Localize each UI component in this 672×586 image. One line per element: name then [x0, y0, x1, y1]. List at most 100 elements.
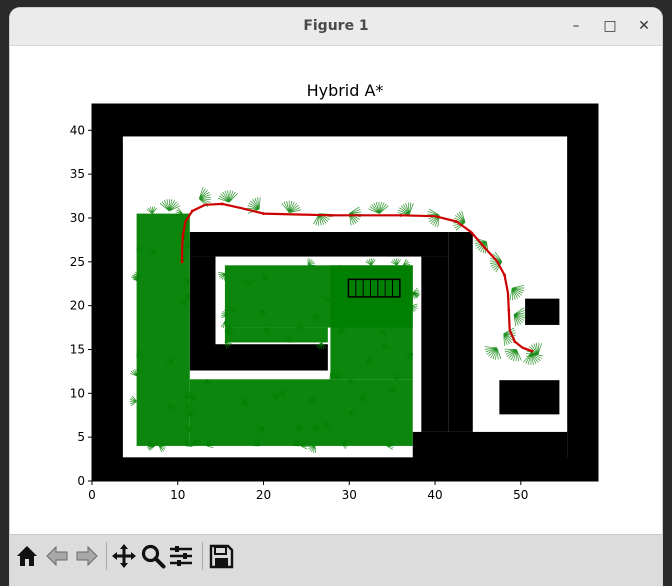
path-waypoint	[180, 260, 184, 264]
explored-node-fan	[336, 327, 347, 335]
y-tick-label: 5	[77, 430, 85, 444]
home-button[interactable]	[13, 542, 41, 570]
explored-node-fan	[383, 272, 394, 280]
explored-node-fan	[175, 207, 183, 219]
path-waypoint	[455, 220, 458, 223]
explored-node-fan	[147, 248, 158, 257]
explored-node-fan	[185, 438, 193, 447]
explored-node-fan	[218, 272, 226, 281]
path-waypoint	[507, 308, 511, 312]
configure-subplots-button[interactable]	[167, 542, 195, 570]
explored-node-fan	[242, 278, 254, 287]
explored-node-fan	[323, 420, 331, 430]
explored-node-fan	[271, 393, 279, 402]
explored-node-fan	[333, 372, 344, 380]
pan-icon	[112, 544, 136, 568]
y-tick-label: 20	[70, 299, 85, 313]
path-waypoint	[483, 246, 487, 250]
configure-icon	[170, 546, 192, 566]
explored-node-fan	[178, 299, 188, 308]
explored-node-fan	[252, 438, 261, 447]
explored-node-fan	[293, 424, 305, 433]
explored-node-fan	[241, 397, 250, 406]
toolbar-separator	[106, 542, 107, 570]
minimize-button[interactable]: –	[572, 18, 580, 34]
explored-node-fan	[183, 424, 194, 433]
save-button[interactable]	[207, 542, 235, 570]
explored-node-fan	[182, 402, 192, 410]
explored-node-fan	[182, 240, 191, 249]
close-button[interactable]: ✕	[638, 18, 650, 34]
explored-node-fan	[188, 392, 196, 404]
obstacle-block	[189, 256, 216, 371]
x-tick-label: 50	[513, 488, 528, 502]
maximize-button[interactable]: □	[603, 18, 617, 34]
toolbar-separator	[202, 542, 203, 570]
forward-button[interactable]	[73, 542, 101, 570]
figure-canvas[interactable]: Hybrid A* 0 10 20 30 40 50 0 5 10 15 20 25 30 35 40	[10, 46, 662, 542]
x-tick-label: 10	[170, 488, 185, 502]
explored-node-fan	[348, 408, 357, 419]
chart-title: Hybrid A*	[307, 81, 384, 100]
back-arrow-icon	[46, 545, 68, 567]
explored-node-fan	[220, 320, 232, 329]
explored-node-fan	[382, 341, 390, 350]
explored-node-fan	[146, 206, 157, 214]
explored-node-fan	[315, 342, 327, 350]
title-bar[interactable]: Figure 1 – □ ✕	[10, 8, 662, 46]
explored-node-fan	[504, 348, 522, 362]
explored-node-fan	[307, 395, 315, 404]
obstacle-block	[421, 256, 449, 432]
pan-button[interactable]	[110, 542, 138, 570]
zoom-button[interactable]	[139, 542, 167, 570]
explored-node-fan	[296, 321, 305, 332]
explored-node-fan	[359, 392, 367, 404]
explored-node-fan	[312, 313, 320, 324]
explored-node-fan	[347, 378, 357, 387]
explored-node-fan	[147, 440, 156, 451]
explored-node-fan	[198, 187, 212, 208]
explored-node-fan	[291, 438, 300, 447]
explored-node-fan	[136, 349, 144, 359]
explored-node-fan	[387, 385, 396, 393]
explored-node-fan	[409, 291, 420, 300]
explored-node-fan	[281, 200, 301, 214]
zoom-icon	[141, 544, 166, 569]
explored-node-fan	[206, 439, 214, 449]
explored-node-fan	[397, 202, 414, 216]
explored-region	[136, 213, 190, 446]
explored-node-fan	[362, 300, 370, 310]
explored-node-fan	[166, 356, 174, 366]
obstacle-block	[499, 380, 560, 415]
explored-node-fan	[365, 258, 376, 266]
obstacle-block	[92, 104, 123, 481]
explored-node-fan	[307, 445, 316, 453]
back-button[interactable]	[43, 542, 71, 570]
explored-region	[224, 327, 328, 343]
explored-node-fan	[224, 327, 232, 338]
explored-node-fan	[368, 201, 389, 214]
forward-arrow-icon	[76, 545, 98, 567]
explored-node-fan	[329, 372, 338, 381]
obstacle-block	[189, 232, 449, 257]
explored-node-fan	[129, 395, 137, 407]
vehicle-outline	[347, 278, 401, 298]
explored-node-fan	[224, 339, 232, 349]
explored-node-fan	[258, 309, 268, 318]
figure-window: Figure 1 – □ ✕ Hybrid A* 0 10 20 30 40 50 0 5 10…	[10, 8, 662, 586]
explored-region	[189, 379, 413, 446]
explored-node-fan	[310, 424, 321, 432]
obstacle-block	[215, 344, 328, 371]
explored-node-fan	[386, 439, 394, 450]
obstacle-block	[412, 431, 568, 481]
explored-node-fan	[283, 335, 295, 343]
path-waypoint	[503, 273, 506, 277]
path-waypoint	[181, 234, 185, 237]
explored-node-fan	[427, 208, 440, 228]
explored-node-fan	[334, 265, 346, 273]
home-icon	[17, 546, 37, 566]
explored-node-fan	[132, 270, 141, 281]
explored-node-fan	[390, 258, 401, 266]
path-waypoint	[262, 212, 265, 215]
y-tick-label: 0	[77, 474, 85, 488]
